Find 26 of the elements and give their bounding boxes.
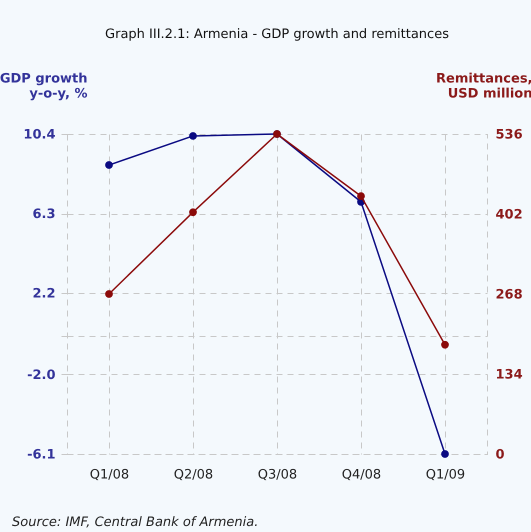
y-tick-label: 6.3: [32, 207, 56, 222]
y-tick-label: 2.2: [32, 286, 56, 302]
y2-tick-label: 0: [496, 448, 505, 462]
y-tick-label: 10.4: [23, 128, 56, 142]
y-axis-title: GDP growth y-o-y, %: [0, 72, 88, 102]
x-tick-label: Q1/08: [90, 468, 130, 482]
y-tick-label: -6.1: [27, 448, 56, 462]
source-note: Source: IMF, Central Bank of Armenia.: [12, 515, 258, 530]
x-tick-label: Q1/09: [426, 468, 466, 482]
y2-axis-title: Remittances, USD million: [436, 72, 531, 102]
point: [105, 290, 113, 298]
point: [441, 340, 449, 349]
x-tick-label: Q2/08: [174, 468, 214, 482]
y2-tick-label: 536: [496, 128, 523, 142]
chart-title: Graph III.2.1: Armenia - GDP growth and remittances: [105, 27, 450, 42]
y2-tick-label: 134: [496, 368, 523, 382]
point: [189, 208, 197, 216]
y-tick-label: -2.0: [27, 368, 56, 383]
x-tick-label: Q4/08: [342, 468, 382, 482]
point: [189, 132, 197, 140]
y2-tick-label: 402: [496, 208, 523, 222]
x-tick-label: Q3/08: [258, 468, 298, 482]
point: [105, 161, 113, 169]
point: [357, 192, 365, 200]
point: [441, 450, 449, 458]
y2-tick-label: 268: [496, 288, 523, 302]
